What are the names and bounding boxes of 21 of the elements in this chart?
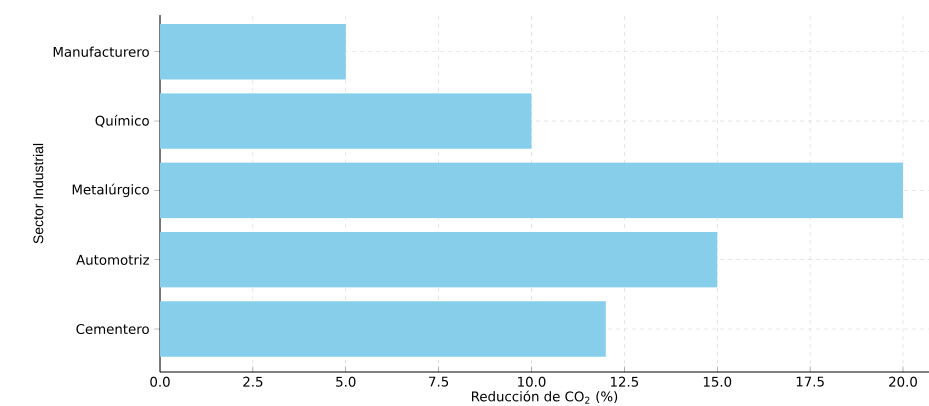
x-axis-title: Reducción de CO$_{2}$ (%) <box>472 390 618 404</box>
x-tick-label: 17.5 <box>796 376 824 387</box>
y-tick-label: Cementero <box>76 324 149 334</box>
x-tick-label: 7.5 <box>429 376 448 387</box>
bar <box>160 24 346 80</box>
x-tick-label: 5.0 <box>336 376 356 387</box>
y-axis-title: Sector Industrial <box>32 144 44 244</box>
x-tick-label: 15.0 <box>704 376 732 387</box>
x-tick-label: 10.0 <box>518 376 546 387</box>
y-tick-label: Químico <box>96 114 149 128</box>
bar <box>160 93 532 149</box>
x-tick-label: 20.0 <box>889 376 917 387</box>
bar <box>160 162 903 218</box>
x-tick-label: 12.5 <box>610 376 638 387</box>
bar <box>160 232 718 288</box>
y-tick-label: Metalúrgico <box>72 184 149 198</box>
y-tick-label: Automotriz <box>76 254 150 265</box>
bar <box>160 301 606 357</box>
x-tick-label: 0.0 <box>150 376 170 387</box>
y-tick-label: Manufacturero <box>54 46 149 57</box>
x-tick-label: 2.5 <box>243 376 262 387</box>
